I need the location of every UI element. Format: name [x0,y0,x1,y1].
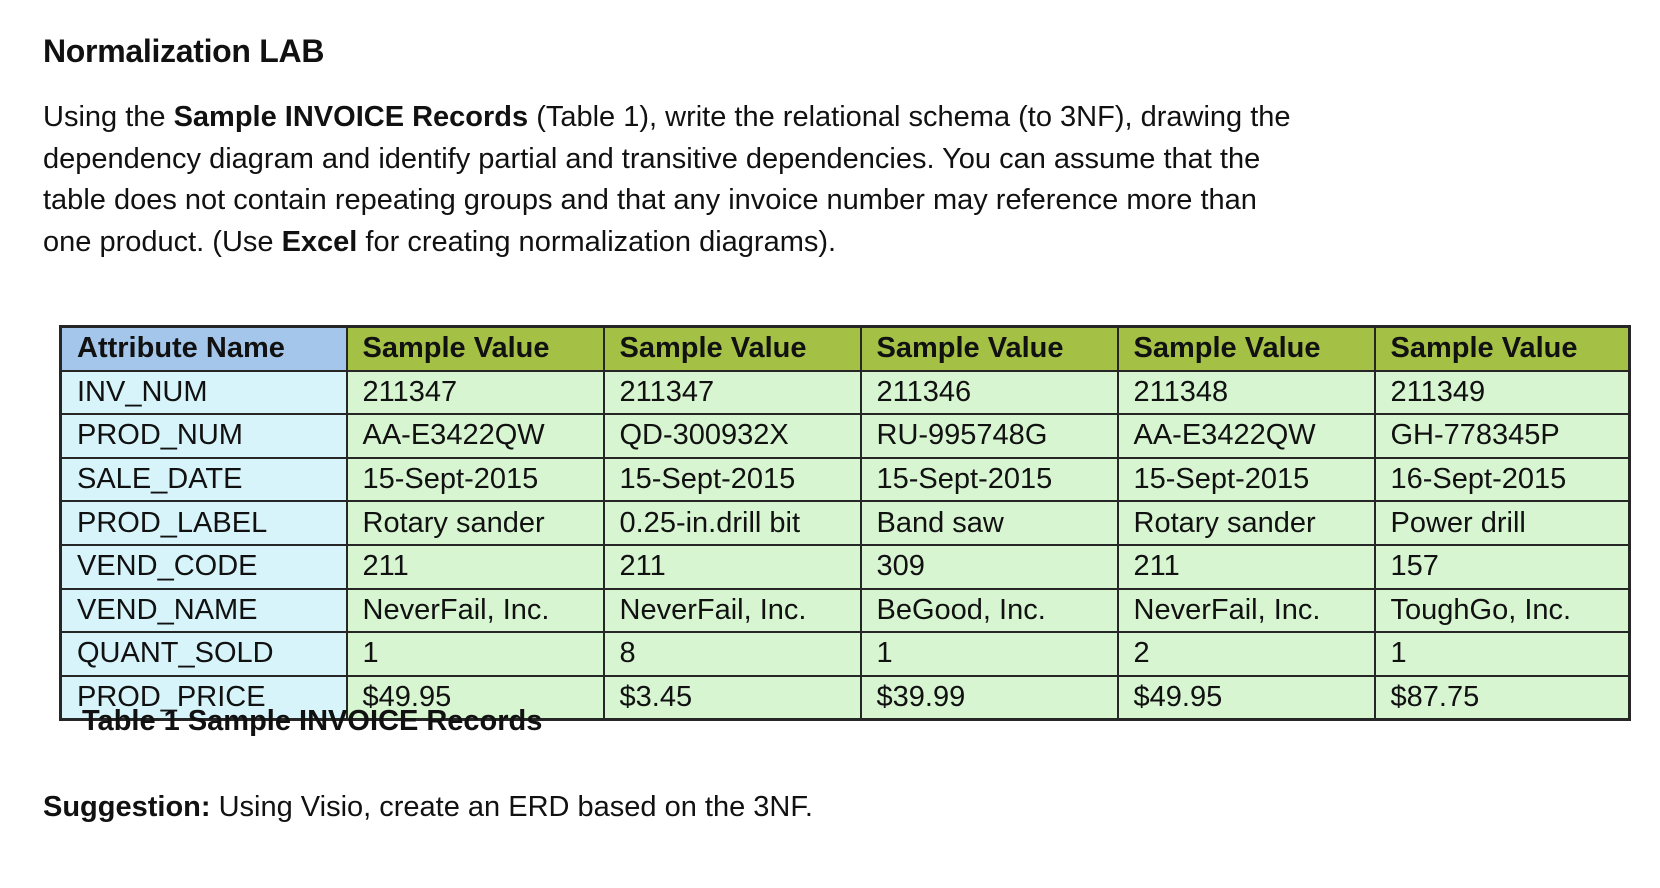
value-cell: 8 [602,631,862,677]
table-row-sale-date: SALE_DATE 15-Sept-2015 15-Sept-2015 15-S… [59,456,1631,503]
header-sample-value-4: Sample Value [1116,325,1376,372]
value-cell: NeverFail, Inc. [602,587,862,634]
value-cell: Power drill [1373,500,1631,546]
text-run: Using the [43,101,174,133]
value-cell: NeverFail, Inc. [345,587,605,634]
table-row-prod-num: PROD_NUM AA-E3422QW QD-300932X RU-995748… [59,413,1631,459]
text-run-bold: Excel [281,226,358,259]
value-cell: 211 [345,543,605,590]
value-cell: 211349 [1373,369,1631,416]
header-sample-value-3: Sample Value [859,325,1119,372]
suggestion-text: Using Visio, create an ERD based on the … [210,791,813,823]
instructions-line-2: dependency diagram and identify partial … [43,142,1261,175]
value-cell: 1 [1373,631,1631,677]
value-cell: $87.75 [1373,674,1631,721]
text-run-bold: Sample INVOICE Records [173,101,529,133]
attribute-cell: PROD_PRICE [59,674,348,721]
table-header-row: Attribute Name Sample Value Sample Value… [59,325,1631,372]
suggestion-line: Suggestion: Using Visio, create an ERD b… [43,791,813,824]
value-cell: ToughGo, Inc. [1373,587,1631,634]
value-cell: 157 [1373,543,1631,590]
value-cell: GH-778345P [1373,413,1631,459]
value-cell: AA-E3422QW [345,413,605,459]
text-run: for creating normalization diagrams). [357,226,837,259]
table-row-quant-sold: QUANT_SOLD 1 8 1 2 1 [59,631,1631,677]
table-caption: Table 1 Sample INVOICE Records [82,705,543,737]
value-cell: 211 [602,543,862,590]
assignment-instructions: Using the Sample INVOICE Records (Table … [43,97,1291,264]
page-title: Normalization LAB [43,33,325,70]
value-cell: 15-Sept-2015 [345,456,605,503]
value-cell: Rotary sander [345,500,605,546]
instructions-line-3: table does not contain repeating groups … [43,184,1257,217]
value-cell: 211347 [602,369,862,416]
value-cell: 1 [345,631,605,677]
attribute-cell: PROD_NUM [59,413,348,459]
table-row-prod-label: PROD_LABEL Rotary sander 0.25-in.drill b… [59,500,1631,546]
value-cell: 0.25-in.drill bit [602,500,862,546]
value-cell: $3.45 [602,674,862,721]
header-sample-value-1: Sample Value [345,325,605,372]
value-cell: AA-E3422QW [1116,413,1376,459]
text-run: one product. (Use [43,226,282,259]
attribute-cell: INV_NUM [59,369,348,416]
value-cell: $49.95 [1116,674,1376,721]
attribute-cell: VEND_NAME [59,587,348,634]
value-cell: 211348 [1116,369,1376,416]
attribute-cell: SALE_DATE [59,456,348,503]
value-cell: 16-Sept-2015 [1373,456,1631,503]
value-cell: Band saw [859,500,1119,546]
sample-invoice-records-table: Attribute Name Sample Value Sample Value… [59,325,1631,722]
header-attribute-name: Attribute Name [59,325,348,372]
value-cell: 1 [859,631,1119,677]
text-run: (Table 1), write the relational schema (… [528,101,1291,133]
value-cell: 15-Sept-2015 [1116,456,1376,503]
attribute-cell: QUANT_SOLD [59,631,348,677]
value-cell: Rotary sander [1116,500,1376,546]
value-cell: QD-300932X [602,413,862,459]
header-sample-value-5: Sample Value [1373,325,1631,372]
table-row-inv-num: INV_NUM 211347 211347 211346 211348 2113… [59,369,1631,416]
value-cell: RU-995748G [859,413,1119,459]
value-cell: 2 [1116,631,1376,677]
table-row-vend-code: VEND_CODE 211 211 309 211 157 [59,543,1631,590]
attribute-cell: VEND_CODE [59,543,348,590]
value-cell: 211347 [345,369,605,416]
suggestion-label: Suggestion: [43,791,211,823]
value-cell: NeverFail, Inc. [1116,587,1376,634]
value-cell: 15-Sept-2015 [602,456,862,503]
value-cell: 211346 [859,369,1119,416]
table-row-vend-name: VEND_NAME NeverFail, Inc. NeverFail, Inc… [59,587,1631,634]
value-cell: 211 [1116,543,1376,590]
table-row-prod-price: PROD_PRICE $49.95 $3.45 $39.99 $49.95 $8… [59,674,1631,721]
instructions-line-4: one product. (Use Excel for creating nor… [43,222,1291,264]
value-cell: BeGood, Inc. [859,587,1119,634]
attribute-cell: PROD_LABEL [59,500,348,546]
value-cell: 15-Sept-2015 [859,456,1119,503]
value-cell: $49.95 [345,674,605,721]
value-cell: $39.99 [859,674,1119,721]
value-cell: 309 [859,543,1119,590]
instructions-line-1: Using the Sample INVOICE Records (Table … [43,97,1291,139]
header-sample-value-2: Sample Value [602,325,862,372]
